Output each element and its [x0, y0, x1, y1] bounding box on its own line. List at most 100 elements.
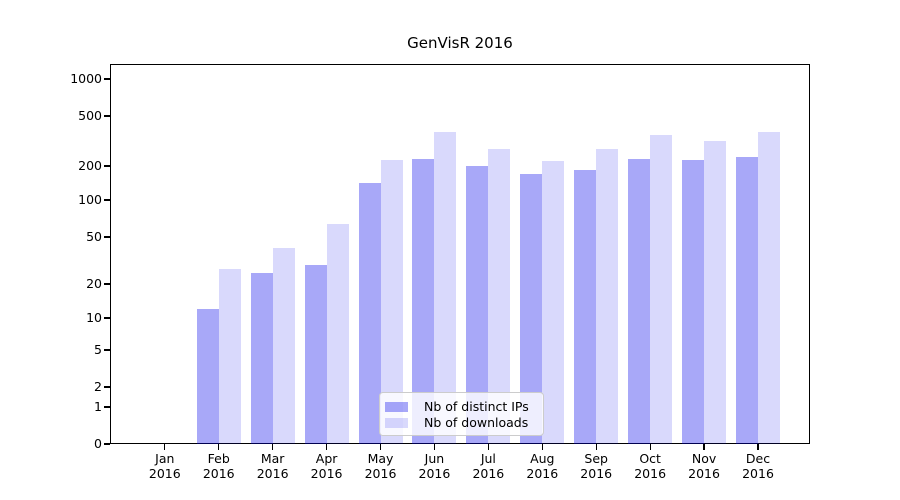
y-tick-label: 5 — [94, 342, 102, 357]
y-tick-label: 50 — [86, 229, 102, 244]
x-tick-year: 2016 — [202, 466, 235, 481]
y-tick-label: 10 — [86, 310, 102, 325]
x-tick-label: Dec 2016 — [731, 451, 785, 481]
y-tick-mark — [104, 386, 110, 388]
y-tick-mark — [104, 443, 110, 445]
x-tick-month: Jun — [424, 451, 445, 466]
legend: Nb of distinct IPs Nb of downloads — [379, 392, 544, 436]
x-tick-year: 2016 — [310, 466, 343, 481]
bar-downloads-jul — [488, 149, 511, 444]
x-tick-mark — [595, 444, 597, 450]
bar-downloads-sep — [596, 149, 619, 444]
x-tick-year: 2016 — [742, 466, 774, 481]
x-tick-mark — [703, 444, 705, 450]
x-tick-month: Apr — [315, 451, 338, 466]
bar-distinct-ips-oct — [628, 159, 651, 444]
bar-downloads-may — [380, 160, 403, 444]
x-tick-mark — [757, 444, 759, 450]
bar-downloads-apr — [326, 223, 349, 444]
bar-distinct-ips-jun — [412, 159, 435, 444]
x-tick-month: Oct — [639, 451, 661, 466]
downloads-swatch-icon — [385, 418, 408, 428]
bar-distinct-ips-mar — [250, 272, 273, 444]
x-tick-year: 2016 — [418, 466, 451, 481]
bar-distinct-ips-may — [358, 183, 381, 444]
x-tick-year: 2016 — [634, 466, 667, 481]
bar-downloads-feb — [218, 268, 241, 444]
x-tick-mark — [218, 444, 220, 450]
x-tick-year: 2016 — [472, 466, 505, 481]
bar-downloads-aug — [542, 161, 565, 444]
y-tick-mark — [104, 283, 110, 285]
bar-distinct-ips-feb — [196, 309, 219, 444]
x-tick-mark — [272, 444, 274, 450]
y-tick-mark — [104, 236, 110, 238]
x-tick-month: May — [367, 451, 394, 466]
x-tick-label: Aug 2016 — [515, 451, 569, 481]
bar-distinct-ips-jul — [466, 166, 489, 444]
plot-area — [110, 64, 810, 444]
bar-distinct-ips-apr — [304, 264, 327, 444]
y-tick-label: 0 — [94, 436, 102, 451]
y-tick-mark — [104, 115, 110, 117]
x-tick-year: 2016 — [526, 466, 559, 481]
legend-label-distinct-ips: Nb of distinct IPs — [424, 399, 529, 414]
bar-downloads-mar — [272, 248, 295, 444]
y-tick-mark — [104, 317, 110, 319]
x-tick-year: 2016 — [580, 466, 613, 481]
x-tick-month: Nov — [691, 451, 717, 466]
chart-title: GenVisR 2016 — [407, 34, 513, 52]
x-tick-mark — [164, 444, 166, 450]
bar-distinct-ips-sep — [574, 170, 597, 444]
x-tick-year: 2016 — [256, 466, 289, 481]
x-tick-mark — [433, 444, 436, 450]
x-tick-label: Oct 2016 — [623, 451, 677, 481]
y-tick-label: 500 — [78, 108, 102, 123]
x-tick-mark — [379, 444, 382, 450]
y-tick-mark — [104, 349, 110, 351]
x-tick-mark — [649, 444, 651, 450]
legend-row-distinct-ips: Nb of distinct IPs — [385, 399, 537, 415]
bar-downloads-jun — [434, 131, 457, 444]
x-tick-month: Aug — [530, 451, 555, 466]
y-tick-label: 1000 — [70, 71, 102, 86]
x-tick-label: Feb 2016 — [192, 451, 246, 481]
bar-downloads-dec — [758, 131, 780, 444]
bar-distinct-ips-nov — [682, 159, 705, 444]
y-tick-label: 200 — [78, 158, 102, 173]
bar-distinct-ips-dec — [736, 156, 758, 444]
y-tick-mark — [104, 78, 110, 80]
bar-downloads-oct — [650, 135, 673, 444]
x-tick-mark — [487, 444, 489, 450]
y-tick-label: 2 — [94, 379, 102, 394]
x-tick-label: Jun 2016 — [407, 451, 461, 481]
x-tick-month: Jan — [155, 451, 175, 466]
x-tick-month: Mar — [260, 451, 285, 466]
x-tick-year: 2016 — [364, 466, 397, 481]
y-tick-label: 1 — [94, 399, 102, 414]
y-tick-mark — [104, 406, 110, 408]
x-tick-label: Nov 2016 — [677, 451, 731, 481]
y-tick-label: 100 — [78, 192, 102, 207]
x-tick-month: Sep — [584, 451, 608, 466]
x-tick-month: Jul — [480, 451, 496, 466]
bar-distinct-ips-aug — [520, 173, 543, 444]
x-tick-mark — [325, 444, 328, 450]
x-tick-year: 2016 — [148, 466, 181, 481]
x-tick-mark — [541, 444, 543, 450]
y-tick-mark — [104, 199, 110, 201]
y-tick-mark — [104, 165, 110, 167]
x-tick-label: Sep 2016 — [569, 451, 623, 481]
x-tick-label: Jan 2016 — [138, 451, 192, 481]
x-tick-month: Dec — [745, 451, 771, 466]
x-tick-month: Feb — [207, 451, 230, 466]
x-tick-label: Jul 2016 — [461, 451, 515, 481]
x-tick-label: Apr 2016 — [300, 451, 354, 481]
legend-row-downloads: Nb of downloads — [385, 415, 537, 431]
distinct-ips-swatch-icon — [385, 402, 408, 412]
y-tick-label: 20 — [86, 276, 102, 291]
legend-label-downloads: Nb of downloads — [424, 415, 529, 430]
x-tick-label: Mar 2016 — [246, 451, 300, 481]
x-tick-year: 2016 — [688, 466, 720, 481]
x-tick-label: May 2016 — [354, 451, 408, 481]
